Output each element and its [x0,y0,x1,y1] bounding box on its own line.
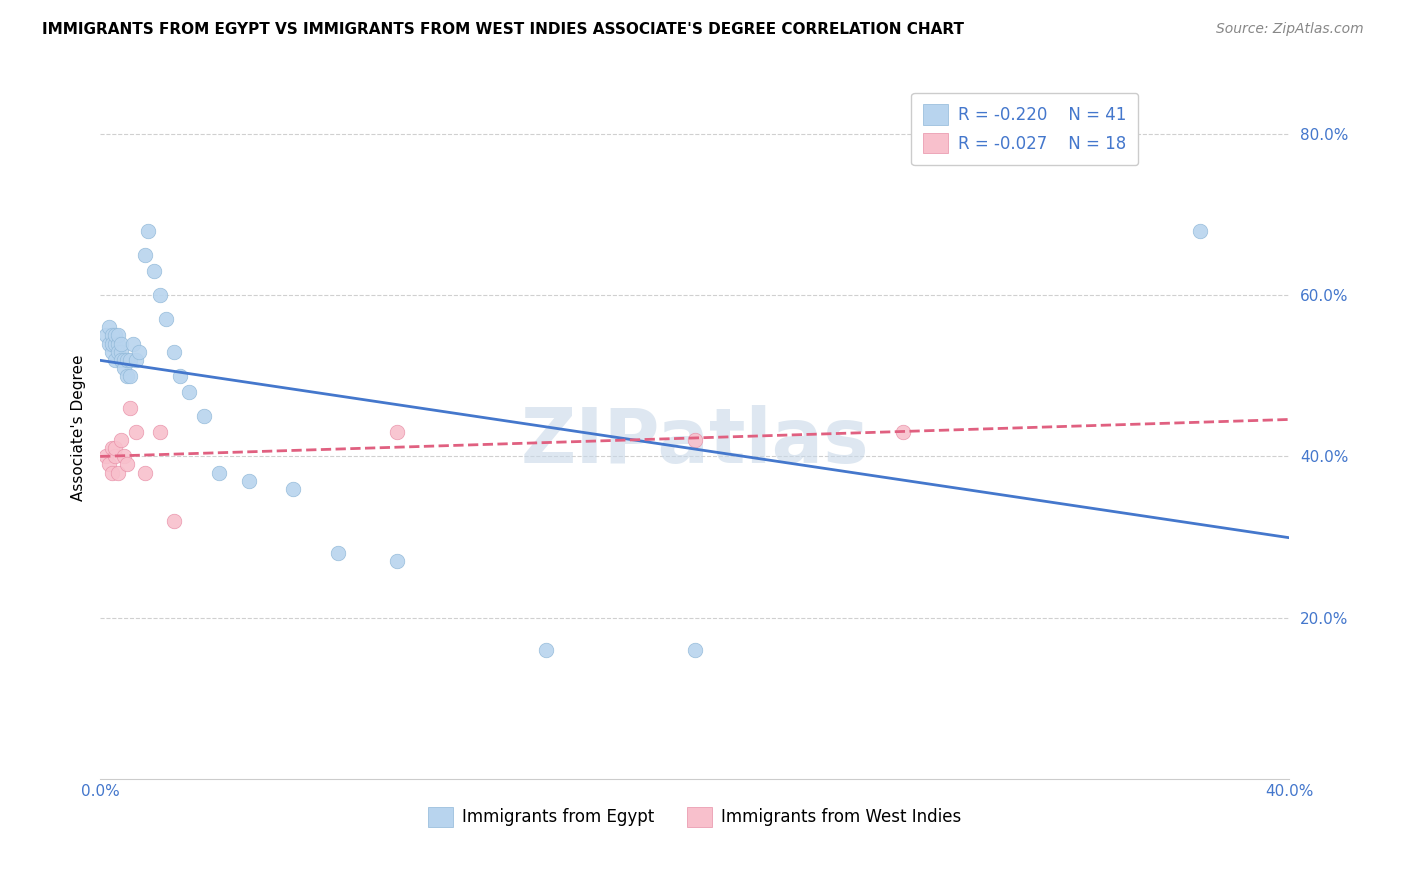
Point [149,288,172,302]
Point [104,442,127,456]
Legend: Immigrants from Egypt, Immigrants from West Indies: Immigrants from Egypt, Immigrants from W… [422,800,967,834]
Point [283,482,305,496]
Point [208,466,231,480]
Point [107,336,129,351]
Point [107,466,129,480]
Point [1189,224,1212,238]
Point [155,312,177,326]
Point [169,368,191,383]
Point [534,643,557,657]
Point [326,546,349,560]
Point [101,344,124,359]
Point [98,320,121,334]
Point [121,336,143,351]
Text: ZIPatlas: ZIPatlas [520,405,869,479]
Point [683,434,706,448]
Point [115,368,138,383]
Point [104,328,127,343]
Point [101,466,124,480]
Point [110,434,132,448]
Text: IMMIGRANTS FROM EGYPT VS IMMIGRANTS FROM WEST INDIES ASSOCIATE'S DEGREE CORRELAT: IMMIGRANTS FROM EGYPT VS IMMIGRANTS FROM… [42,22,965,37]
Point [110,352,132,367]
Point [104,352,127,367]
Point [110,336,132,351]
Point [683,643,706,657]
Point [134,466,156,480]
Point [101,442,124,456]
Point [104,336,127,351]
Point [891,425,914,440]
Point [125,352,148,367]
Point [112,352,135,367]
Point [107,328,129,343]
Point [163,344,186,359]
Text: Source: ZipAtlas.com: Source: ZipAtlas.com [1216,22,1364,37]
Point [193,409,215,423]
Point [115,352,138,367]
Y-axis label: Associate's Degree: Associate's Degree [72,355,86,501]
Point [112,450,135,464]
Point [107,344,129,359]
Point [110,344,132,359]
Point [134,248,156,262]
Point [94,328,117,343]
Point [101,328,124,343]
Point [142,264,165,278]
Point [115,458,138,472]
Point [125,425,148,440]
Point [118,352,141,367]
Point [136,224,159,238]
Point [118,368,141,383]
Point [128,344,150,359]
Point [179,384,201,399]
Point [163,514,186,528]
Point [104,450,127,464]
Point [98,458,121,472]
Point [149,425,172,440]
Point [238,474,260,488]
Point [112,360,135,375]
Point [98,336,121,351]
Point [101,336,124,351]
Point [387,425,409,440]
Point [94,450,117,464]
Point [118,401,141,415]
Point [387,554,409,568]
